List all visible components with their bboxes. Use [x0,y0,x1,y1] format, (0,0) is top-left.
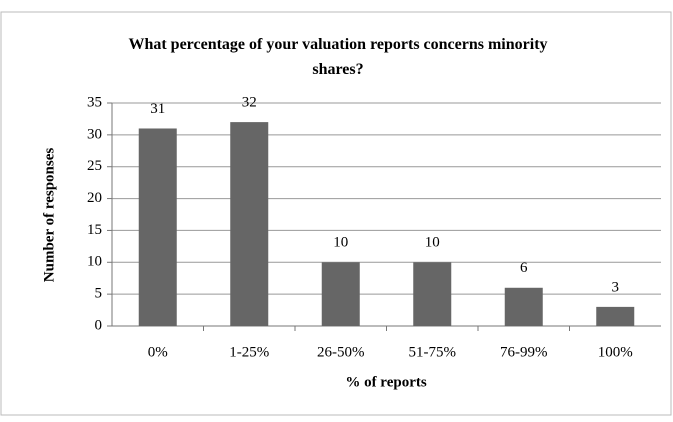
y-tick-label: 35 [87,94,102,110]
y-tick-label: 0 [95,317,103,333]
x-tick-label: 100% [598,344,633,360]
data-label: 6 [520,260,528,276]
x-tick-label: 51-75% [409,344,457,360]
y-tick-label: 25 [87,158,102,174]
x-axis-label: % of reports [345,374,427,390]
x-tick-label: 0% [148,344,168,360]
data-label: 31 [150,101,165,117]
bar [138,128,177,326]
y-tick-label: 20 [87,190,102,206]
data-label: 3 [612,279,620,295]
chart-border [0,11,672,416]
y-axis-label: Number of responses [41,148,57,283]
bar [413,262,452,326]
data-label: 10 [333,235,348,251]
bar [321,262,360,326]
bar [230,122,269,326]
y-tick-label: 10 [87,254,102,270]
y-tick-label: 5 [95,286,103,302]
x-tick-label: 1-25% [229,344,269,360]
y-tick-label: 30 [87,126,102,142]
chart-title: What percentage of your valuation report… [128,36,548,78]
data-label: 10 [425,235,440,251]
x-tick-label: 26-50% [317,344,365,360]
y-tick-label: 15 [87,222,102,238]
x-tick-label: 76-99% [500,344,548,360]
data-label: 32 [242,95,257,111]
bar [596,306,635,326]
bar [504,287,543,326]
